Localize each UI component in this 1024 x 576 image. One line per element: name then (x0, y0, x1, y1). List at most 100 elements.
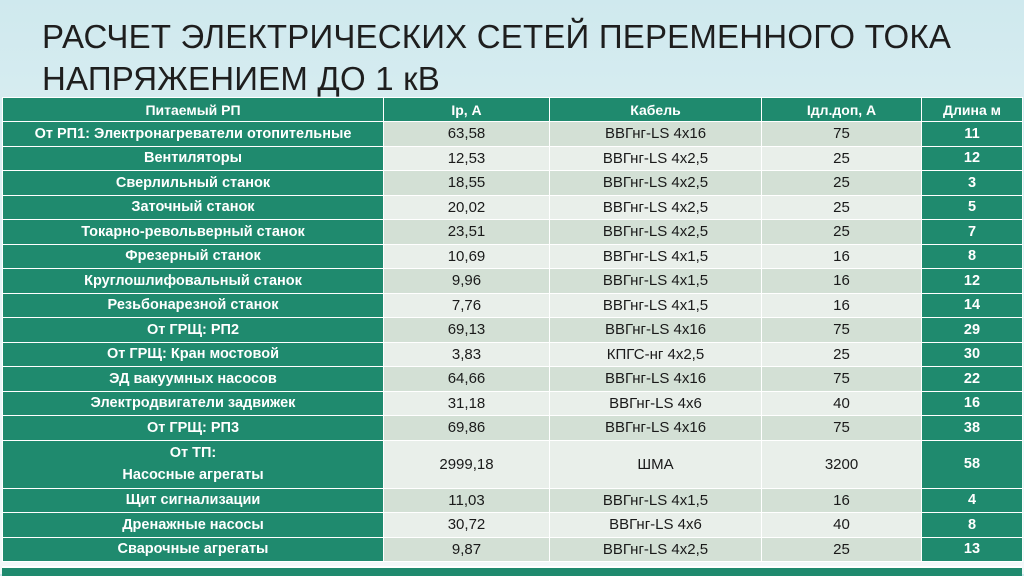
header-current: Iр, А (383, 97, 550, 122)
length-cell: 8 (921, 243, 1023, 269)
allowed-current-cell: 40 (761, 390, 922, 416)
table-header-row: Питаемый РП Iр, А Кабель Iдл.доп, А Длин… (2, 97, 1023, 122)
slide-title-line-2: НАПРЯЖЕНИЕМ ДО 1 кВ (42, 60, 440, 97)
allowed-current-cell: 16 (761, 268, 922, 294)
cable-cell: ВВГнг-LS 4х2,5 (549, 145, 762, 171)
slide-title: РАСЧЕТ ЭЛЕКТРИЧЕСКИХ СЕТЕЙ ПЕРЕМЕННОГО Т… (42, 16, 1002, 100)
table-row: Щит сигнализации 11,03 ВВГнг-LS 4х1,5 16 4 (2, 487, 1023, 513)
length-cell: 13 (921, 536, 1023, 562)
length-cell: 29 (921, 317, 1023, 343)
cable-cell: ВВГнг-LS 4х6 (549, 390, 762, 416)
allowed-current-cell: 25 (761, 145, 922, 171)
cable-cell: ВВГнг-LS 4х1,5 (549, 268, 762, 294)
cable-cell: ВВГнг-LS 4х16 (549, 121, 762, 147)
feeder-cell: Заточный станок (2, 194, 384, 220)
table-row: Токарно-револьверный станок 23,51 ВВГнг-LS… (2, 219, 1023, 245)
feeder-label: Фрезерный станок (125, 248, 261, 265)
feeder-cell: Фрезерный станок (2, 243, 384, 269)
table-row: От РП1: Электронагреватели отопительные 6… (2, 121, 1023, 147)
length-cell: 30 (921, 341, 1023, 367)
feeder-label: Насосные агрегаты (122, 467, 264, 483)
current-cell: 12,53 (383, 145, 550, 171)
allowed-current-cell: 16 (761, 292, 922, 318)
table-row: ЭД вакуумных насосов 64,66 ВВГнг-LS 4х16 75… (2, 366, 1023, 392)
cable-cell: ВВГнг-LS 4х1,5 (549, 243, 762, 269)
feeder-cell: Дренажные насосы (2, 512, 384, 538)
table-row: Электродвигатели задвижек 31,18 ВВГнг-LS 4… (2, 390, 1023, 416)
cable-cell: ВВГнг-LS 4х1,5 (549, 292, 762, 318)
feeder-label: От ТП: (169, 445, 217, 461)
feeder-label: Дренажные насосы (122, 516, 264, 533)
table-row: От ГРЩ: РП2 69,13 ВВГнг-LS 4х16 75 29 (2, 317, 1023, 343)
slide-title-line-1: РАСЧЕТ ЭЛЕКТРИЧЕСКИХ СЕТЕЙ ПЕРЕМЕННОГО Т… (42, 18, 952, 55)
feeder-cell: Щит сигнализации (2, 487, 384, 513)
cable-cell: ВВГнг-LS 4х16 (549, 317, 762, 343)
length-cell: 4 (921, 487, 1023, 513)
allowed-current-cell: 16 (761, 487, 922, 513)
current-cell: 31,18 (383, 390, 550, 416)
current-cell: 20,02 (383, 194, 550, 220)
table-row: Заточный станок 20,02 ВВГнг-LS 4х2,5 25 5 (2, 194, 1023, 220)
table-row: Круглошлифовальный станок 9,96 ВВГнг-LS 4х… (2, 268, 1023, 294)
feeder-cell: От ТП: Насосные агрегаты (2, 439, 384, 489)
table-row: Сварочные агрегаты 9,87 ВВГнг-LS 4х2,5 25 13 (2, 536, 1023, 562)
allowed-current-cell: 25 (761, 536, 922, 562)
allowed-current-cell: 25 (761, 170, 922, 196)
allowed-current-cell: 75 (761, 121, 922, 147)
feeder-cell: Сварочные агрегаты (2, 536, 384, 562)
table-row: Дренажные насосы 30,72 ВВГнг-LS 4х6 40 8 (2, 512, 1023, 538)
current-cell: 10,69 (383, 243, 550, 269)
feeder-label: От ГРЩ: Кран мостовой (106, 346, 280, 363)
length-cell: 7 (921, 219, 1023, 245)
cable-cell: ШМА (549, 439, 762, 489)
feeder-label: От РП1: Электронагреватели отопительные (34, 125, 352, 142)
length-cell: 22 (921, 366, 1023, 392)
allowed-current-cell: 75 (761, 415, 922, 441)
cable-calculation-table: Питаемый РП Iр, А Кабель Iдл.доп, А Длин… (2, 97, 1023, 562)
length-cell: 12 (921, 145, 1023, 171)
length-cell: 12 (921, 268, 1023, 294)
length-cell: 58 (921, 439, 1023, 489)
length-cell: 11 (921, 121, 1023, 147)
current-cell: 30,72 (383, 512, 550, 538)
feeder-cell: Резьбонарезной станок (2, 292, 384, 318)
feeder-label: Щит сигнализации (125, 492, 261, 509)
feeder-label: Заточный станок (131, 199, 255, 216)
length-cell: 14 (921, 292, 1023, 318)
feeder-cell: От РП1: Электронагреватели отопительные (2, 121, 384, 147)
current-cell: 69,86 (383, 415, 550, 441)
header-allowed-current: Iдл.доп, А (761, 97, 922, 122)
feeder-label: ЭД вакуумных насосов (109, 370, 277, 387)
current-cell: 69,13 (383, 317, 550, 343)
header-feeder: Питаемый РП (2, 97, 384, 122)
cable-cell: ВВГнг-LS 4х2,5 (549, 536, 762, 562)
table-row: Вентиляторы 12,53 ВВГнг-LS 4х2,5 25 12 (2, 145, 1023, 171)
cable-cell: ВВГнг-LS 4х1,5 (549, 487, 762, 513)
feeder-label: Токарно-револьверный станок (81, 223, 305, 240)
header-cable: Кабель (549, 97, 762, 122)
length-cell: 5 (921, 194, 1023, 220)
allowed-current-cell: 75 (761, 366, 922, 392)
feeder-cell: Токарно-револьверный станок (2, 219, 384, 245)
current-cell: 63,58 (383, 121, 550, 147)
table-row: От ТП: Насосные агрегаты 2999,18 ШМА 3200 58 (2, 439, 1023, 489)
allowed-current-cell: 16 (761, 243, 922, 269)
table-row: От ГРЩ: РП3 69,86 ВВГнг-LS 4х16 75 38 (2, 415, 1023, 441)
feeder-cell: От ГРЩ: РП2 (2, 317, 384, 343)
feeder-cell: ЭД вакуумных насосов (2, 366, 384, 392)
current-cell: 9,87 (383, 536, 550, 562)
feeder-label: Электродвигатели задвижек (90, 395, 296, 412)
current-cell: 9,96 (383, 268, 550, 294)
feeder-label: Круглошлифовальный станок (84, 272, 302, 289)
feeder-cell: Электродвигатели задвижек (2, 390, 384, 416)
table-body: От РП1: Электронагреватели отопительные 6… (2, 121, 1023, 562)
current-cell: 64,66 (383, 366, 550, 392)
cable-cell: ВВГнг-LS 4х16 (549, 366, 762, 392)
current-cell: 3,83 (383, 341, 550, 367)
feeder-label: От ГРЩ: РП3 (146, 419, 240, 436)
allowed-current-cell: 75 (761, 317, 922, 343)
feeder-label: Вентиляторы (144, 150, 242, 167)
length-cell: 3 (921, 170, 1023, 196)
feeder-cell: Сверлильный станок (2, 170, 384, 196)
allowed-current-cell: 25 (761, 194, 922, 220)
